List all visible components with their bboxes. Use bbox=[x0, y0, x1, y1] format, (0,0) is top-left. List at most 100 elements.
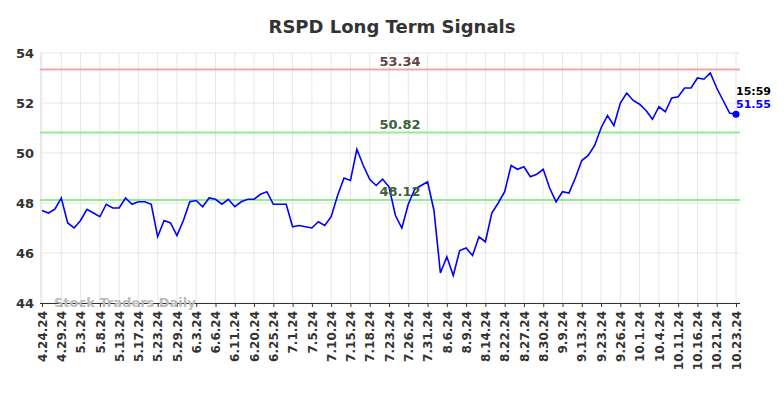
grid-line bbox=[678, 53, 679, 303]
grid-line bbox=[42, 53, 43, 303]
tick: 7.31.24 bbox=[421, 303, 435, 362]
tick-label: 10.16.24 bbox=[691, 311, 705, 370]
tick: 46 bbox=[16, 246, 40, 261]
tick: 8.14.24 bbox=[479, 303, 493, 362]
tick-mark bbox=[620, 303, 621, 307]
tick-label: 10.1.24 bbox=[633, 311, 647, 362]
tick-label: 6.6.24 bbox=[209, 311, 223, 354]
tick-label: 9.26.24 bbox=[614, 311, 628, 362]
tick-label: 5.17.24 bbox=[132, 311, 146, 362]
tick-label: 10.11.24 bbox=[672, 311, 686, 370]
tick: 6.20.24 bbox=[248, 303, 262, 362]
x-axis: 4.24.244.29.245.3.245.8.245.13.245.17.24… bbox=[36, 303, 744, 370]
tick: 6.6.24 bbox=[209, 303, 223, 354]
tick: 10.11.24 bbox=[672, 303, 686, 370]
reference-label: 53.34 bbox=[379, 54, 420, 69]
tick: 5.29.24 bbox=[171, 303, 185, 362]
tick: 50 bbox=[16, 146, 40, 161]
tick: 9.13.24 bbox=[575, 303, 589, 362]
tick-label: 5.29.24 bbox=[171, 311, 185, 362]
grid-line bbox=[408, 53, 409, 303]
time-label: 15:59 bbox=[736, 85, 771, 98]
tick: 7.1.24 bbox=[286, 303, 300, 354]
tick-label: 9.13.24 bbox=[575, 311, 589, 362]
grid-line bbox=[639, 53, 640, 303]
grid-line bbox=[697, 53, 698, 303]
grid-line bbox=[234, 53, 235, 303]
tick-mark bbox=[42, 303, 43, 307]
tick-mark bbox=[312, 303, 313, 307]
tick-label: 10.21.24 bbox=[710, 311, 724, 370]
tick-mark bbox=[659, 303, 660, 307]
grid-line bbox=[523, 53, 524, 303]
tick: 7.26.24 bbox=[402, 303, 416, 362]
tick: 8.6.24 bbox=[441, 303, 455, 354]
tick-mark bbox=[235, 303, 236, 307]
grid-line bbox=[215, 53, 216, 303]
tick-label: 8.14.24 bbox=[479, 311, 493, 362]
tick: 10.21.24 bbox=[710, 303, 724, 370]
tick-label: 5.3.24 bbox=[74, 311, 88, 354]
tick-mark bbox=[389, 303, 390, 307]
tick: 6.11.24 bbox=[228, 303, 242, 362]
tick: 44 bbox=[16, 296, 40, 311]
tick-label: 7.1.24 bbox=[286, 311, 300, 354]
grid-line bbox=[157, 53, 158, 303]
tick-label: 44 bbox=[16, 296, 34, 311]
tick-mark bbox=[273, 303, 274, 307]
tick-label: 10.23.24 bbox=[730, 311, 744, 370]
tick-mark bbox=[563, 303, 564, 307]
grid-line bbox=[80, 53, 81, 303]
tick-label: 5.23.24 bbox=[151, 311, 165, 362]
last-point bbox=[733, 111, 740, 118]
tick-mark bbox=[466, 303, 467, 307]
tick: 9.23.24 bbox=[595, 303, 609, 362]
tick-mark bbox=[543, 303, 544, 307]
tick: 7.5.24 bbox=[306, 303, 320, 354]
tick: 8.27.24 bbox=[518, 303, 532, 362]
axis-line bbox=[40, 54, 41, 304]
reference-label: 50.82 bbox=[379, 117, 420, 132]
tick-label: 9.23.24 bbox=[595, 311, 609, 362]
grid-line bbox=[716, 53, 717, 303]
grid-line bbox=[176, 53, 177, 303]
grid-line bbox=[504, 53, 505, 303]
watermark: Stock Traders Daily bbox=[54, 295, 196, 310]
tick: 10.16.24 bbox=[691, 303, 705, 370]
tick-mark bbox=[678, 303, 679, 307]
tick: 5.13.24 bbox=[113, 303, 127, 362]
tick-mark bbox=[293, 303, 294, 307]
tick-mark bbox=[196, 303, 197, 307]
tick-label: 6.3.24 bbox=[190, 311, 204, 354]
grid-line bbox=[466, 53, 467, 303]
tick: 10.4.24 bbox=[653, 303, 667, 362]
tick-mark bbox=[447, 303, 448, 307]
grid-line bbox=[446, 53, 447, 303]
tick: 10.23.24 bbox=[730, 303, 744, 370]
last-value-label: 51.55 bbox=[736, 98, 771, 111]
tick-label: 10.4.24 bbox=[653, 311, 667, 362]
tick-label: 7.5.24 bbox=[306, 311, 320, 354]
tick-label: 8.6.24 bbox=[441, 311, 455, 354]
tick: 9.26.24 bbox=[614, 303, 628, 362]
tick: 4.29.24 bbox=[55, 303, 69, 362]
tick: 7.18.24 bbox=[363, 303, 377, 362]
tick-label: 5.13.24 bbox=[113, 311, 127, 362]
tick-label: 46 bbox=[16, 246, 34, 261]
grid-line bbox=[427, 53, 428, 303]
reference-line bbox=[40, 199, 740, 201]
grid-line bbox=[40, 253, 740, 254]
grid-line bbox=[40, 103, 740, 104]
reference-line bbox=[40, 69, 740, 71]
grid-line bbox=[273, 53, 274, 303]
chart: RSPD Long Term Signals4446485052544.24.2… bbox=[0, 0, 784, 398]
price-line bbox=[42, 73, 736, 276]
tick-label: 7.31.24 bbox=[421, 311, 435, 362]
grid-line bbox=[543, 53, 544, 303]
tick: 9.9.24 bbox=[556, 303, 570, 354]
tick-label: 4.24.24 bbox=[36, 311, 50, 362]
title: RSPD Long Term Signals bbox=[269, 16, 516, 37]
tick-mark bbox=[582, 303, 583, 307]
tick: 7.10.24 bbox=[325, 303, 339, 362]
grid-line bbox=[99, 53, 100, 303]
